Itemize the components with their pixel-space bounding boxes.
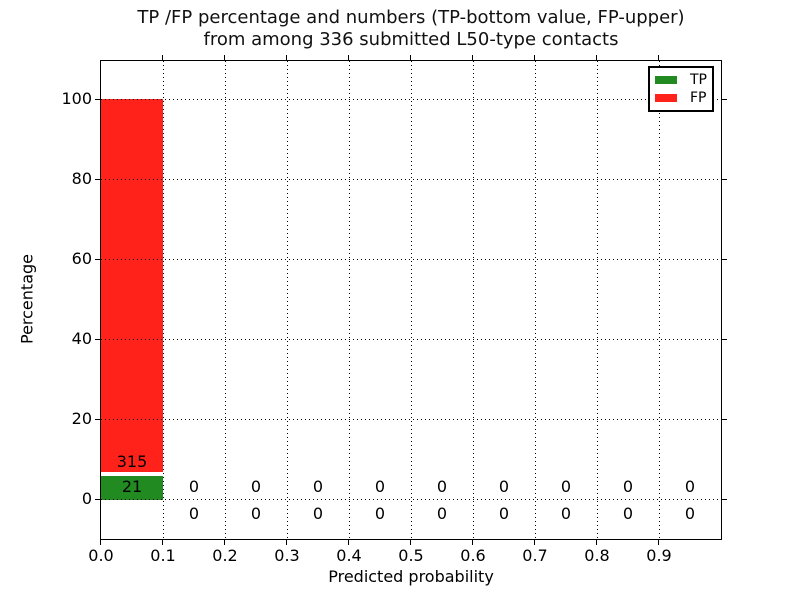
x-tick bbox=[224, 55, 225, 60]
gridline bbox=[597, 61, 598, 539]
x-tick-label: 0.4 bbox=[336, 546, 362, 565]
y-tick-label: 100 bbox=[61, 89, 92, 108]
x-tick bbox=[472, 55, 473, 60]
x-tick bbox=[596, 55, 597, 60]
fp-bar bbox=[101, 99, 163, 472]
tp-zero-label: 0 bbox=[436, 477, 448, 496]
fp-count-label: 315 bbox=[116, 452, 148, 471]
gridline bbox=[287, 61, 288, 539]
x-tick bbox=[410, 55, 411, 60]
x-tick bbox=[348, 540, 349, 545]
x-tick bbox=[286, 55, 287, 60]
x-tick bbox=[162, 55, 163, 60]
gridline bbox=[163, 61, 164, 539]
tp-zero-label: 0 bbox=[622, 477, 634, 496]
fp-zero-label: 0 bbox=[312, 504, 324, 523]
fp-zero-label: 0 bbox=[374, 504, 386, 523]
gridline bbox=[349, 61, 350, 539]
legend-entry-fp: FP bbox=[655, 91, 707, 105]
y-tick bbox=[95, 179, 100, 180]
gridline bbox=[101, 99, 721, 100]
legend-label-tp: TP bbox=[690, 72, 707, 88]
legend-label-fp: FP bbox=[690, 90, 707, 106]
x-tick-label: 0.2 bbox=[212, 546, 238, 565]
gridline bbox=[101, 179, 721, 180]
x-tick bbox=[596, 540, 597, 545]
y-tick bbox=[95, 259, 100, 260]
x-tick bbox=[348, 55, 349, 60]
y-tick bbox=[95, 499, 100, 500]
y-tick-label: 0 bbox=[81, 489, 92, 508]
x-tick-label: 0.9 bbox=[646, 546, 672, 565]
x-tick bbox=[224, 540, 225, 545]
fp-zero-label: 0 bbox=[436, 504, 448, 523]
fp-zero-label: 0 bbox=[560, 504, 572, 523]
x-tick bbox=[162, 540, 163, 545]
y-tick bbox=[722, 99, 727, 100]
tp-bar bbox=[101, 476, 163, 500]
x-tick-label: 0.6 bbox=[460, 546, 486, 565]
y-tick bbox=[722, 339, 727, 340]
tp-zero-label: 0 bbox=[560, 477, 572, 496]
fp-zero-label: 0 bbox=[188, 504, 200, 523]
x-tick-label: 0.0 bbox=[88, 546, 114, 565]
x-tick bbox=[534, 55, 535, 60]
legend-entry-tp: TP bbox=[655, 73, 707, 87]
y-tick bbox=[95, 99, 100, 100]
x-tick-label: 0.1 bbox=[150, 546, 176, 565]
x-tick bbox=[534, 540, 535, 545]
gridline bbox=[535, 61, 536, 539]
y-tick-label: 80 bbox=[71, 169, 92, 188]
gridline bbox=[659, 61, 660, 539]
fp-zero-label: 0 bbox=[684, 504, 696, 523]
x-tick-label: 0.8 bbox=[584, 546, 610, 565]
gridline bbox=[101, 499, 721, 500]
fp-swatch bbox=[655, 94, 677, 102]
x-tick-label: 0.3 bbox=[274, 546, 300, 565]
tp-zero-label: 0 bbox=[250, 477, 262, 496]
gridline bbox=[225, 61, 226, 539]
x-tick bbox=[286, 540, 287, 545]
tp-zero-label: 0 bbox=[188, 477, 200, 496]
gridline bbox=[411, 61, 412, 539]
fp-zero-label: 0 bbox=[498, 504, 510, 523]
fp-zero-label: 0 bbox=[622, 504, 634, 523]
x-tick-label: 0.7 bbox=[522, 546, 548, 565]
chart-title-line-2: from among 336 submitted L50-type contac… bbox=[203, 29, 619, 50]
x-tick bbox=[472, 540, 473, 545]
plot-area bbox=[100, 60, 722, 540]
tp-count-label: 21 bbox=[121, 477, 143, 496]
y-tick bbox=[722, 499, 727, 500]
x-tick bbox=[100, 540, 101, 545]
legend: TP FP bbox=[648, 66, 714, 112]
x-tick bbox=[410, 540, 411, 545]
tp-zero-label: 0 bbox=[312, 477, 324, 496]
x-tick bbox=[658, 55, 659, 60]
y-tick-label: 20 bbox=[71, 409, 92, 428]
x-axis-label: Predicted probability bbox=[328, 567, 494, 586]
tp-swatch bbox=[655, 76, 677, 84]
y-tick-label: 60 bbox=[71, 249, 92, 268]
gridline bbox=[101, 259, 721, 260]
y-tick-label: 40 bbox=[71, 329, 92, 348]
y-tick bbox=[95, 419, 100, 420]
tp-zero-label: 0 bbox=[498, 477, 510, 496]
y-tick bbox=[722, 419, 727, 420]
tp-zero-label: 0 bbox=[374, 477, 386, 496]
gridline bbox=[473, 61, 474, 539]
x-tick-label: 0.5 bbox=[398, 546, 424, 565]
y-axis-label: Percentage bbox=[17, 253, 37, 345]
y-tick bbox=[722, 259, 727, 260]
y-tick bbox=[95, 339, 100, 340]
fp-zero-label: 0 bbox=[250, 504, 262, 523]
y-tick bbox=[722, 179, 727, 180]
tp-zero-label: 0 bbox=[684, 477, 696, 496]
gridline bbox=[101, 419, 721, 420]
x-tick bbox=[658, 540, 659, 545]
gridline bbox=[101, 339, 721, 340]
chart-title-line-1: TP /FP percentage and numbers (TP-bottom… bbox=[137, 7, 685, 28]
